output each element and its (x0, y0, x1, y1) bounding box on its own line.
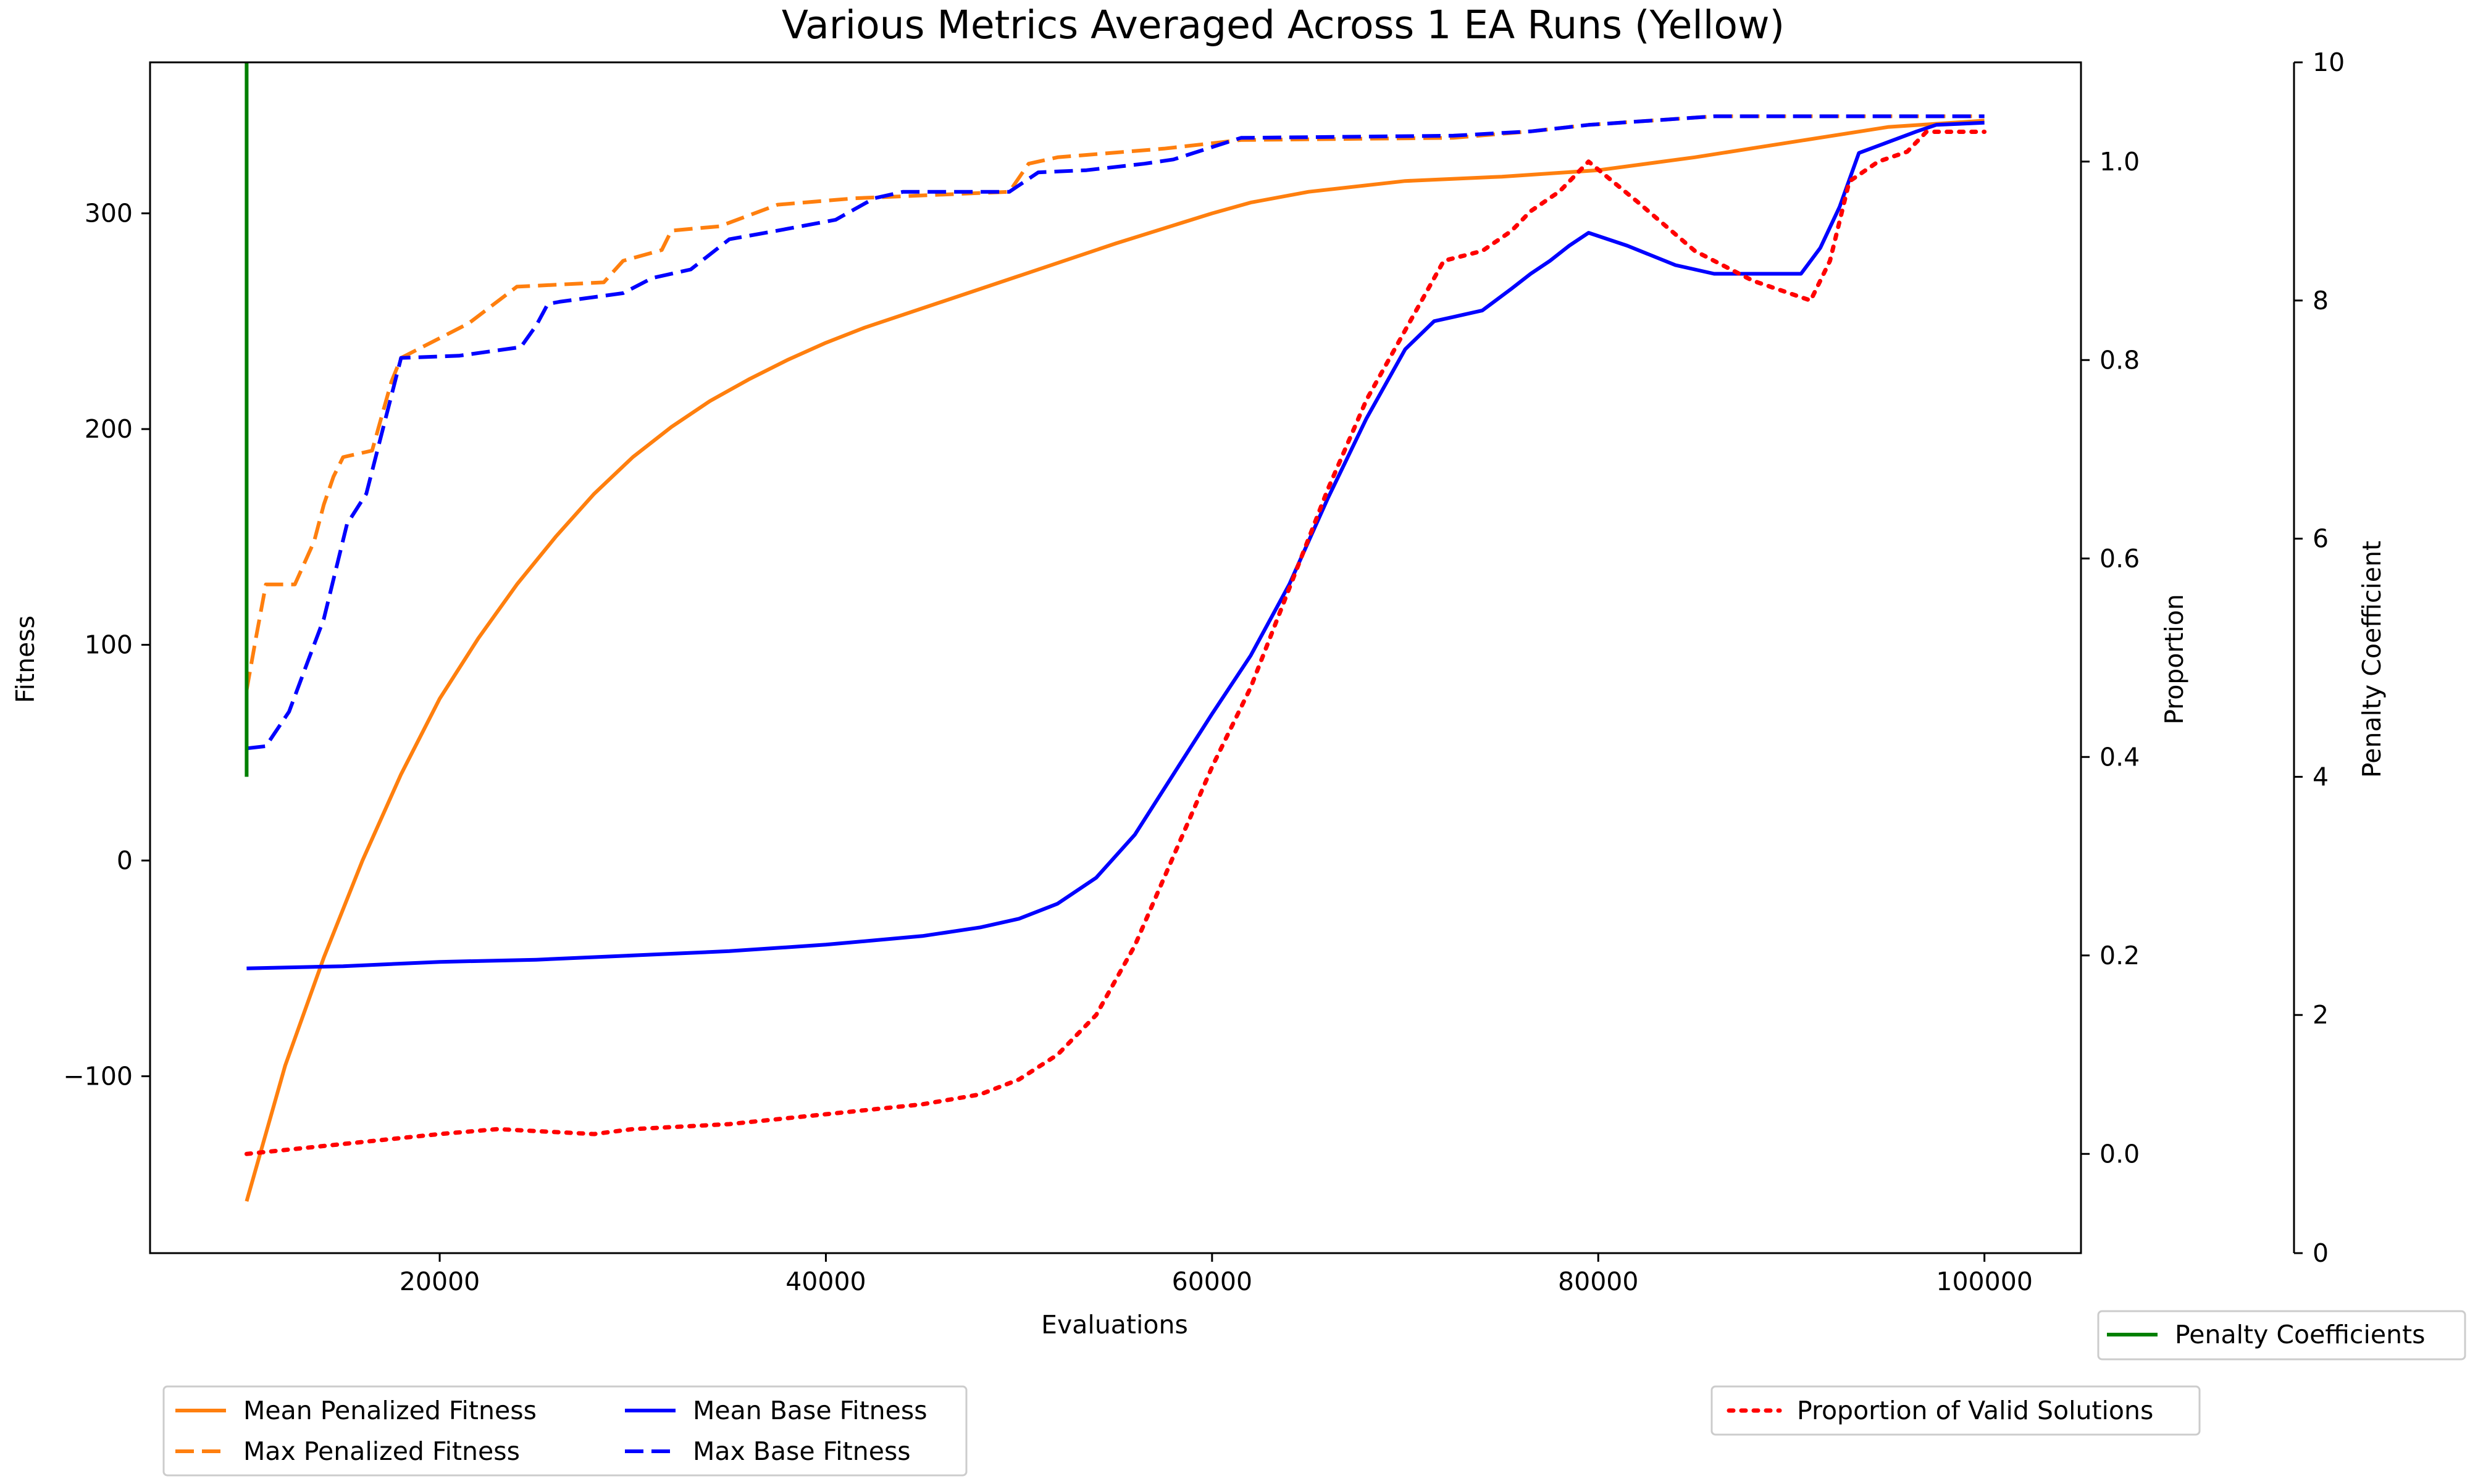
plot-lines (244, 62, 1987, 1202)
series-line-max-penalized-fitness (245, 114, 1985, 691)
legend-label-mean-penalized-fitness: Mean Penalized Fitness (243, 1396, 537, 1425)
y3-tick-label: 2 (2313, 1000, 2329, 1030)
y2-tick-label: 0.0 (2100, 1139, 2140, 1169)
series-line-max-base-fitness (246, 114, 1985, 751)
legend-label-max-penalized-fitness: Max Penalized Fitness (243, 1436, 520, 1466)
y-axis-title: Fitness (10, 615, 40, 703)
y3-tick-label: 10 (2313, 48, 2345, 77)
chart-title: Various Metrics Averaged Across 1 EA Run… (782, 2, 1785, 48)
y-tick-label: 200 (85, 414, 133, 444)
x-axis-title: Evaluations (1041, 1310, 1188, 1340)
legend-label-mean-base-fitness: Mean Base Fitness (693, 1396, 927, 1425)
x-tick-label: 20000 (400, 1267, 480, 1296)
x-tick-label: 80000 (1558, 1267, 1638, 1296)
y2-tick-label: 0.4 (2100, 742, 2140, 772)
axes: 20000 40000 60000 80000 100000−1000100200300… (63, 48, 2345, 1296)
y3-axis-title: Penalty Coefficient (2357, 541, 2387, 778)
legend-label-max-base-fitness: Max Base Fitness (693, 1436, 911, 1466)
y2-tick-label: 0.2 (2100, 941, 2140, 970)
y-tick-label: −100 (63, 1061, 133, 1091)
y-tick-label: 100 (85, 630, 133, 660)
y3-tick-label: 8 (2313, 286, 2329, 315)
legend-label-proportion-of-valid-solutions: Proportion of Valid Solutions (1797, 1396, 2153, 1425)
y-tick-label: 300 (85, 199, 133, 228)
series-line-mean-base-fitness (246, 120, 1985, 970)
series-line-mean-penalized-fitness (245, 119, 1985, 1202)
y3-tick-label: 4 (2313, 762, 2329, 791)
legend-label-penalty-coefficients: Penalty Coefficients (2175, 1320, 2426, 1349)
x-tick-label: 100000 (1936, 1267, 2033, 1296)
plot-frame (149, 61, 2082, 1254)
series-line-proportion-of-valid-solutions (244, 130, 1987, 1156)
y-tick-label: 0 (117, 846, 133, 875)
y2-tick-label: 0.6 (2100, 544, 2140, 573)
legend-box-fitness (162, 1385, 968, 1477)
legend-box-penalty (2097, 1310, 2466, 1361)
y3-tick-label: 6 (2313, 524, 2329, 554)
legends: Penalty Coefficients Mean Penalized Fitne… (162, 1310, 2466, 1477)
y2-tick-label: 1.0 (2100, 147, 2140, 177)
legend-box-proportion (1710, 1385, 2201, 1436)
y3-tick-label: 0 (2313, 1238, 2329, 1268)
y2-tick-label: 0.8 (2100, 345, 2140, 375)
x-tick-label: 60000 (1172, 1267, 1252, 1296)
y2-axis-title: Proportion (2159, 594, 2189, 725)
x-tick-label: 40000 (785, 1267, 866, 1296)
